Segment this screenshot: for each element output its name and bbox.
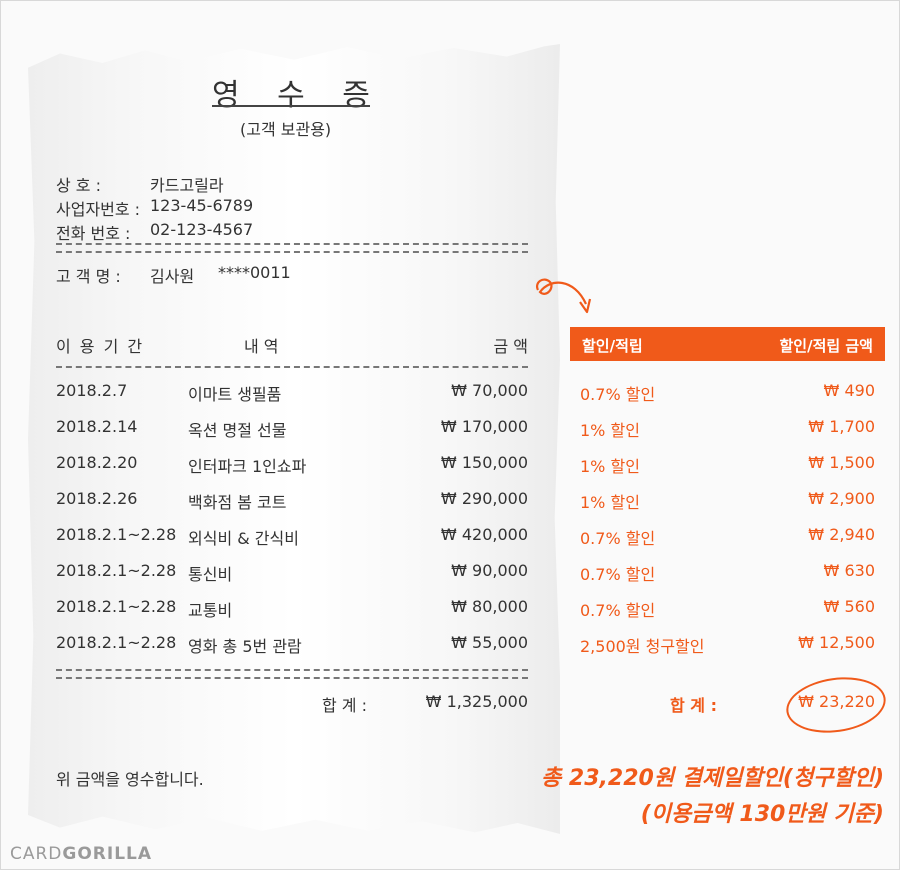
- discount-total-amount: ₩ 23,220: [798, 692, 875, 711]
- discount-amount: ₩ 560: [823, 597, 875, 616]
- title-underline: [212, 105, 370, 107]
- discount-desc: 1% 할인: [580, 457, 640, 476]
- discount-desc: 0.7% 할인: [580, 565, 656, 584]
- footer-divider-2: [56, 677, 528, 679]
- footer-divider: [56, 669, 528, 671]
- row-amount: ₩ 150,000: [440, 453, 528, 472]
- row-date: 2018.2.20: [56, 453, 138, 472]
- row-item: 백화점 봄 코트: [188, 493, 287, 512]
- customer-name: 김사원: [150, 267, 195, 286]
- row-amount: ₩ 55,000: [451, 633, 528, 652]
- row-date: 2018.2.1~2.28: [56, 633, 177, 652]
- discount-total-label: 합 계 :: [670, 696, 717, 715]
- discount-desc: 0.7% 할인: [580, 601, 656, 620]
- row-amount: ₩ 290,000: [440, 489, 528, 508]
- discount-header-right: 할인/적립 금액: [779, 337, 873, 355]
- receipt-title: 영 수 증: [212, 78, 384, 113]
- discount-amount: ₩ 12,500: [798, 633, 875, 652]
- receipt-footer: 위 금액을 영수합니다.: [56, 770, 204, 789]
- store-name-value: 카드고릴라: [150, 176, 224, 195]
- biz-number-label: 사업자번호 :: [56, 200, 141, 219]
- row-amount: ₩ 70,000: [451, 381, 528, 400]
- discount-desc: 0.7% 할인: [580, 529, 656, 548]
- total-amount: ₩ 1,325,000: [425, 692, 528, 711]
- card-number: ****0011: [218, 263, 291, 282]
- row-item: 통신비: [188, 565, 233, 584]
- row-amount: ₩ 420,000: [440, 525, 528, 544]
- logo-part-1: CARD: [10, 844, 63, 864]
- row-amount: ₩ 170,000: [440, 417, 528, 436]
- header-item: 내 역: [244, 337, 279, 356]
- discount-desc: 0.7% 할인: [580, 385, 656, 404]
- row-item: 외식비 & 간식비: [188, 529, 299, 548]
- curved-arrow-icon: [536, 278, 592, 314]
- double-divider: [56, 243, 528, 253]
- row-item: 이마트 생필품: [188, 385, 282, 404]
- discount-desc: 2,500원 청구할인: [580, 637, 705, 656]
- row-date: 2018.2.26: [56, 489, 138, 508]
- discount-amount: ₩ 490: [823, 381, 875, 400]
- summary-line-2: (이용금액 130만원 기준): [640, 802, 884, 827]
- discount-amount: ₩ 1,700: [808, 417, 875, 436]
- phone-value: 02-123-4567: [150, 220, 254, 239]
- discount-amount: ₩ 2,900: [808, 489, 875, 508]
- customer-label: 고 객 명 :: [56, 267, 121, 286]
- logo-part-2: GORILLA: [62, 844, 153, 864]
- row-date: 2018.2.14: [56, 417, 138, 436]
- row-date: 2018.2.1~2.28: [56, 525, 177, 544]
- row-date: 2018.2.7: [56, 381, 128, 400]
- discount-desc: 1% 할인: [580, 493, 640, 512]
- discount-desc: 1% 할인: [580, 421, 640, 440]
- biz-number-value: 123-45-6789: [150, 196, 254, 215]
- total-label: 합 계 :: [322, 696, 368, 715]
- row-item: 교통비: [188, 601, 233, 620]
- row-amount: ₩ 90,000: [451, 561, 528, 580]
- header-divider: [56, 366, 528, 368]
- receipt-paper: [28, 44, 560, 834]
- phone-label: 전화 번호 :: [56, 224, 131, 243]
- discount-amount: ₩ 630: [823, 561, 875, 580]
- receipt-subtitle: (고객 보관용): [240, 120, 332, 139]
- discount-amount: ₩ 1,500: [808, 453, 875, 472]
- discount-header-left: 할인/적립: [582, 337, 643, 355]
- row-amount: ₩ 80,000: [451, 597, 528, 616]
- store-name-label: 상 호 :: [56, 176, 102, 195]
- summary-line-1: 총 23,220원 결제일할인(청구할인): [541, 766, 884, 791]
- discount-header-bar: 할인/적립 할인/적립 금액: [570, 327, 885, 361]
- row-item: 영화 총 5번 관람: [188, 637, 302, 656]
- row-date: 2018.2.1~2.28: [56, 597, 177, 616]
- header-amount: 금 액: [493, 337, 528, 356]
- row-item: 인터파크 1인쇼파: [188, 457, 307, 476]
- row-item: 옥션 명절 선물: [188, 421, 287, 440]
- header-period: 이 용 기 간: [56, 337, 145, 356]
- cardgorilla-logo: CARDGORILLA: [10, 844, 152, 864]
- row-date: 2018.2.1~2.28: [56, 561, 177, 580]
- discount-amount: ₩ 2,940: [808, 525, 875, 544]
